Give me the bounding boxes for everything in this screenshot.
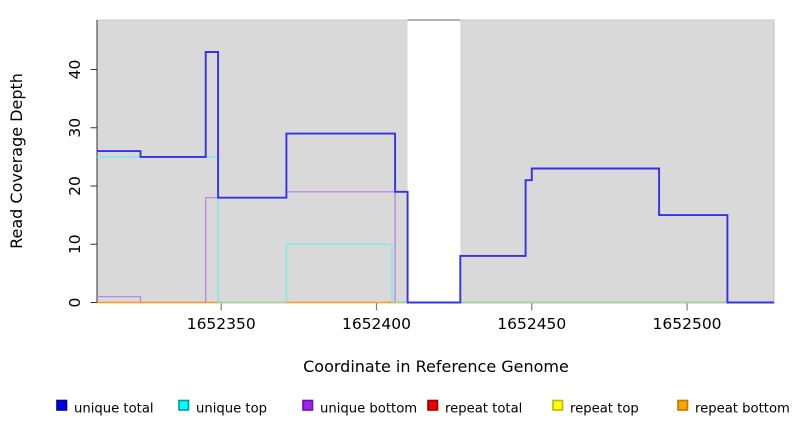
legend-swatch-unique-bottom bbox=[302, 399, 314, 411]
legend-swatch-repeat-bottom bbox=[677, 399, 689, 411]
legend-swatch-unique-total bbox=[56, 399, 68, 411]
svg-text:0: 0 bbox=[66, 298, 84, 308]
svg-text:1652400: 1652400 bbox=[342, 315, 411, 333]
svg-text:1652500: 1652500 bbox=[653, 315, 722, 333]
legend-label-unique-bottom: unique bottom bbox=[320, 402, 417, 417]
legend-label-unique-top: unique top bbox=[196, 402, 267, 417]
plot-area: 0 10 20 30 40 1652350 1652400 1652450 1652500 bbox=[66, 19, 775, 333]
legend-label-repeat-top: repeat top bbox=[570, 402, 639, 417]
svg-text:1652350: 1652350 bbox=[187, 315, 256, 333]
svg-text:20: 20 bbox=[66, 176, 84, 196]
x-axis-title: Coordinate in Reference Genome bbox=[303, 357, 569, 376]
svg-text:40: 40 bbox=[66, 60, 84, 80]
svg-text:10: 10 bbox=[66, 234, 84, 254]
legend: unique total unique top unique bottom re… bbox=[56, 399, 790, 417]
legend-swatch-repeat-top bbox=[552, 399, 564, 411]
svg-text:30: 30 bbox=[66, 118, 84, 138]
legend-swatch-unique-top bbox=[178, 399, 190, 411]
legend-label-repeat-bottom: repeat bottom bbox=[695, 402, 790, 417]
svg-text:1652450: 1652450 bbox=[497, 315, 566, 333]
legend-label-unique-total: unique total bbox=[74, 402, 154, 417]
y-axis-title: Read Coverage Depth bbox=[7, 73, 26, 249]
legend-label-repeat-total: repeat total bbox=[445, 402, 522, 417]
legend-swatch-repeat-total bbox=[427, 399, 439, 411]
